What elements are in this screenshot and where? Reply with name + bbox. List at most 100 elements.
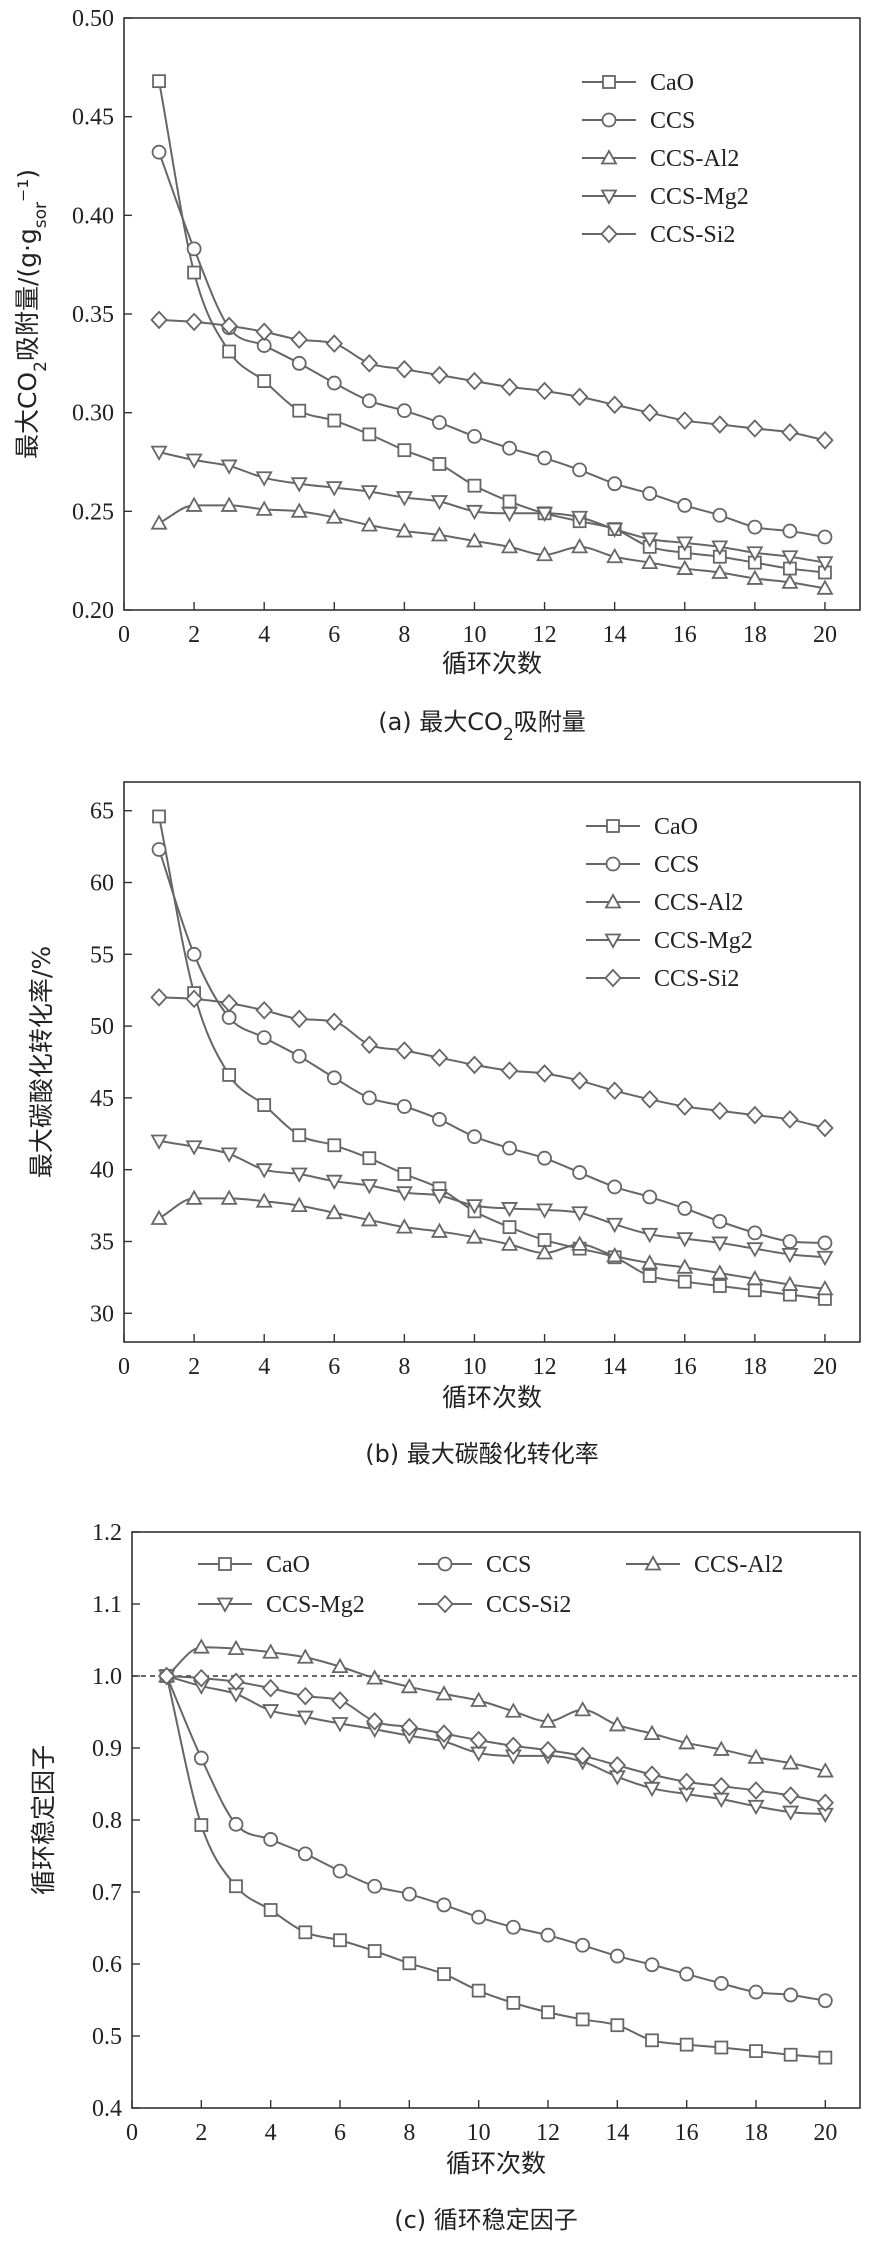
data-point: [711, 1264, 729, 1280]
data-point: [539, 1740, 557, 1760]
data-point: [640, 403, 659, 422]
data-point: [816, 556, 834, 572]
data-point: [711, 540, 729, 556]
data-point: [365, 1712, 384, 1731]
data-point: [712, 1776, 731, 1796]
data-point: [712, 507, 728, 523]
y-tick-label: 0.40: [72, 203, 114, 229]
legend-label: CaO: [654, 814, 698, 840]
series-ccs-si2: [150, 310, 834, 450]
data-point: [537, 1150, 552, 1166]
series-ccs: [151, 144, 833, 545]
legend-marker: [644, 1555, 662, 1571]
data-point: [263, 1903, 278, 1917]
data-point: [500, 377, 519, 397]
x-tick-label: 14: [605, 2120, 629, 2146]
data-point: [605, 1081, 624, 1101]
data-point: [746, 1269, 764, 1286]
legend-label: CCS-Al2: [654, 890, 743, 916]
x-tick-label: 12: [533, 1354, 557, 1380]
data-point: [711, 415, 729, 434]
data-point: [467, 478, 482, 493]
data-point: [256, 1030, 272, 1045]
data-point: [465, 504, 484, 521]
data-point: [535, 381, 554, 401]
legend-item: CCS: [418, 1552, 531, 1578]
data-point: [536, 1244, 554, 1260]
series-ccs-mg2: [158, 1669, 834, 1824]
data-point: [367, 1944, 382, 1958]
data-point: [255, 500, 273, 516]
data-point: [185, 496, 203, 512]
data-point: [816, 1250, 834, 1267]
series-ccs-si2: [157, 1666, 835, 1813]
data-point: [500, 1202, 519, 1218]
data-point: [296, 1686, 315, 1706]
data-point: [222, 344, 237, 359]
data-point: [401, 1886, 417, 1902]
data-point: [677, 1274, 692, 1289]
y-tick-label: 1.1: [92, 1592, 122, 1618]
data-point: [326, 1070, 342, 1086]
data-point: [402, 1956, 417, 1971]
data-point: [677, 1772, 696, 1792]
data-point: [641, 532, 659, 548]
legend-label: CCS-Si2: [654, 966, 739, 992]
legend-item: CaO: [198, 1552, 310, 1578]
data-point: [331, 1657, 349, 1674]
data-point: [157, 1666, 176, 1686]
legend-label: CCS-Si2: [650, 222, 735, 248]
x-tick-label: 16: [673, 1354, 697, 1380]
data-point: [607, 476, 623, 492]
y-tick-label: 0.50: [72, 6, 114, 32]
data-point: [150, 988, 168, 1007]
data-point: [608, 1716, 626, 1732]
data-point: [187, 265, 201, 280]
data-point: [332, 1863, 348, 1879]
data-point: [194, 1818, 209, 1832]
series-ccs-mg2: [150, 445, 834, 572]
data-point: [605, 395, 624, 415]
data-point: [506, 1995, 521, 2010]
data-point: [817, 1235, 833, 1251]
data-point: [782, 1754, 800, 1770]
data-point: [606, 1247, 624, 1263]
data-point: [816, 1793, 835, 1813]
y-axis-title: 最大CO2吸附量/(g·gsor⁻¹): [13, 169, 51, 459]
data-point: [227, 1639, 245, 1656]
data-point: [185, 1189, 203, 1205]
x-tick-label: 20: [813, 622, 837, 648]
data-point: [572, 462, 588, 478]
data-point: [261, 1678, 280, 1698]
data-point: [430, 1048, 449, 1068]
x-tick-label: 2: [188, 1354, 200, 1380]
series-ccs-al2: [150, 496, 834, 595]
data-point: [290, 330, 308, 349]
data-point: [713, 1976, 729, 1991]
data-point: [535, 1064, 554, 1083]
data-point: [192, 1668, 211, 1688]
data-point: [540, 1927, 556, 1943]
data-point: [150, 445, 168, 461]
data-point: [746, 569, 764, 585]
data-point: [150, 1134, 168, 1150]
data-point: [500, 1061, 519, 1080]
data-point: [465, 1228, 484, 1244]
legend-marker: [606, 819, 620, 833]
y-tick-label: 0.45: [72, 105, 114, 131]
data-point: [150, 1209, 168, 1225]
legend-marker: [602, 75, 616, 89]
data-point: [816, 1762, 834, 1778]
data-point: [714, 2040, 729, 2055]
figure-caption: (b) 最大碳酸化转化率: [365, 1440, 599, 1468]
plot-frame: [123, 17, 861, 611]
data-point: [430, 1189, 448, 1205]
data-point: [641, 553, 659, 570]
data-point: [642, 486, 658, 501]
series-line-cao: [165, 1675, 826, 2059]
data-point: [255, 322, 273, 342]
data-point: [220, 993, 238, 1013]
series-ccs: [159, 1668, 833, 2009]
y-tick-label: 0.8: [92, 1808, 122, 1834]
x-tick-label: 8: [398, 622, 410, 648]
